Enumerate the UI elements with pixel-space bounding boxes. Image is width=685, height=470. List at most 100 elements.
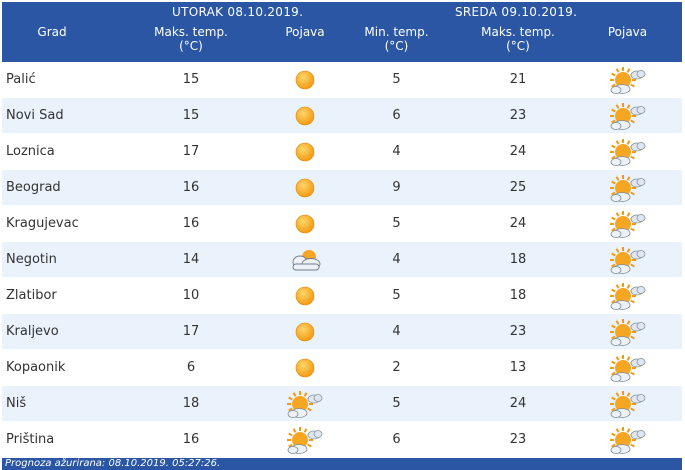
table-row: Palić 15 5 21	[2, 62, 682, 98]
max-temp-day2: 25	[463, 169, 573, 206]
sun-cloud-icon	[608, 318, 648, 346]
update-timestamp: Prognoza ažurirana: 08.10.2019. 05:27:26…	[2, 458, 682, 470]
min-temp-day2: 9	[330, 169, 463, 206]
sun-cloud-icon	[608, 174, 648, 202]
sun-cloud-icon	[608, 66, 648, 94]
city-name: Priština	[2, 421, 102, 458]
sun-cloud-icon	[608, 354, 648, 382]
city-name: Beograd	[2, 169, 102, 206]
table-row: Kragujevac 16 5 24	[2, 205, 682, 242]
sun-icon	[294, 70, 316, 89]
phenomenon-day2	[573, 133, 682, 170]
sun-icon	[294, 358, 316, 377]
phenomenon-day2	[573, 349, 682, 386]
phenomenon-day2	[573, 205, 682, 242]
table-row: Priština 16 6 23	[2, 421, 682, 458]
sun-cloud-icon	[608, 390, 648, 418]
city-name: Novi Sad	[2, 97, 102, 134]
phenomenon-day2	[573, 241, 682, 278]
header-min-temp-day2-label: Min. temp.	[364, 25, 429, 39]
city-name: Zlatibor	[2, 277, 102, 314]
header-max-temp-day1-unit: (°C)	[179, 39, 203, 53]
cloud-sun-icon	[287, 249, 323, 270]
city-name: Kragujevac	[2, 205, 102, 242]
table-row: Kraljevo 17 4 23	[2, 313, 682, 350]
city-name: Negotin	[2, 241, 102, 278]
sun-icon	[294, 178, 316, 197]
sun-icon	[294, 214, 316, 233]
sun-cloud-icon	[285, 390, 325, 418]
table-row: Loznica 17 4 24	[2, 133, 682, 170]
sun-icon	[294, 322, 316, 341]
city-name: Niš	[2, 385, 102, 422]
max-temp-day1: 17	[102, 313, 280, 350]
phenomenon-day1	[280, 385, 330, 422]
city-name: Kraljevo	[2, 313, 102, 350]
header-city: Grad	[2, 2, 102, 62]
max-temp-day2: 24	[463, 385, 573, 422]
day2-label: SREDA 09.10.2019.	[455, 5, 578, 19]
header-min-temp-day2-unit: (°C)	[384, 39, 409, 53]
max-temp-day2: 13	[463, 349, 573, 386]
phenomenon-day2	[573, 62, 682, 98]
header-max-temp-day2: Maks. temp. (°C)	[463, 2, 573, 62]
table-row: Negotin 14 4 18	[2, 241, 682, 278]
sun-cloud-icon	[608, 246, 648, 274]
phenomenon-day2	[573, 385, 682, 422]
phenomenon-day1	[280, 169, 330, 206]
header-phenomenon-day1: Pojava	[280, 2, 330, 62]
max-temp-day1: 15	[102, 62, 280, 98]
max-temp-day2: 23	[463, 97, 573, 134]
min-temp-day2: 4	[330, 133, 463, 170]
table-header-row: Grad Maks. temp. (°C) Pojava Min. temp. …	[2, 2, 682, 62]
sun-cloud-icon	[608, 210, 648, 238]
phenomenon-day1	[280, 241, 330, 278]
header-max-temp-day1-label: Maks. temp.	[154, 25, 228, 39]
max-temp-day2: 21	[463, 62, 573, 98]
max-temp-day2: 18	[463, 277, 573, 314]
day1-label: UTORAK 08.10.2019.	[172, 5, 304, 19]
min-temp-day2: 6	[330, 97, 463, 134]
table-row: Beograd 16 9 25	[2, 169, 682, 206]
min-temp-day2: 6	[330, 421, 463, 458]
table-row: Niš 18 5 24	[2, 385, 682, 422]
sun-cloud-icon	[608, 282, 648, 310]
sun-icon	[294, 286, 316, 305]
table-row: Zlatibor 10 5 18	[2, 277, 682, 314]
phenomenon-day1	[280, 205, 330, 242]
min-temp-day2: 5	[330, 385, 463, 422]
max-temp-day2: 23	[463, 421, 573, 458]
phenomenon-day1	[280, 313, 330, 350]
phenomenon-day2	[573, 313, 682, 350]
max-temp-day1: 16	[102, 169, 280, 206]
sun-cloud-icon	[285, 426, 325, 454]
phenomenon-day2	[573, 169, 682, 206]
sun-icon	[294, 106, 316, 125]
max-temp-day2: 24	[463, 205, 573, 242]
phenomenon-day2	[573, 277, 682, 314]
max-temp-day1: 14	[102, 241, 280, 278]
min-temp-day2: 4	[330, 313, 463, 350]
phenomenon-day1	[280, 97, 330, 134]
min-temp-day2: 5	[330, 277, 463, 314]
max-temp-day1: 16	[102, 421, 280, 458]
phenomenon-day1	[280, 421, 330, 458]
min-temp-day2: 5	[330, 205, 463, 242]
city-name: Loznica	[2, 133, 102, 170]
header-min-temp-day2: Min. temp. (°C)	[330, 2, 463, 62]
max-temp-day1: 16	[102, 205, 280, 242]
sun-cloud-icon	[608, 102, 648, 130]
phenomenon-day1	[280, 133, 330, 170]
phenomenon-day2	[573, 97, 682, 134]
phenomenon-day2	[573, 421, 682, 458]
min-temp-day2: 5	[330, 62, 463, 98]
max-temp-day2: 23	[463, 313, 573, 350]
table-row: Novi Sad 15 6 23	[2, 97, 682, 134]
phenomenon-day1	[280, 277, 330, 314]
max-temp-day2: 24	[463, 133, 573, 170]
table-row: Kopaonik 6 2 13	[2, 349, 682, 386]
min-temp-day2: 4	[330, 241, 463, 278]
city-name: Palić	[2, 62, 102, 98]
max-temp-day1: 15	[102, 97, 280, 134]
